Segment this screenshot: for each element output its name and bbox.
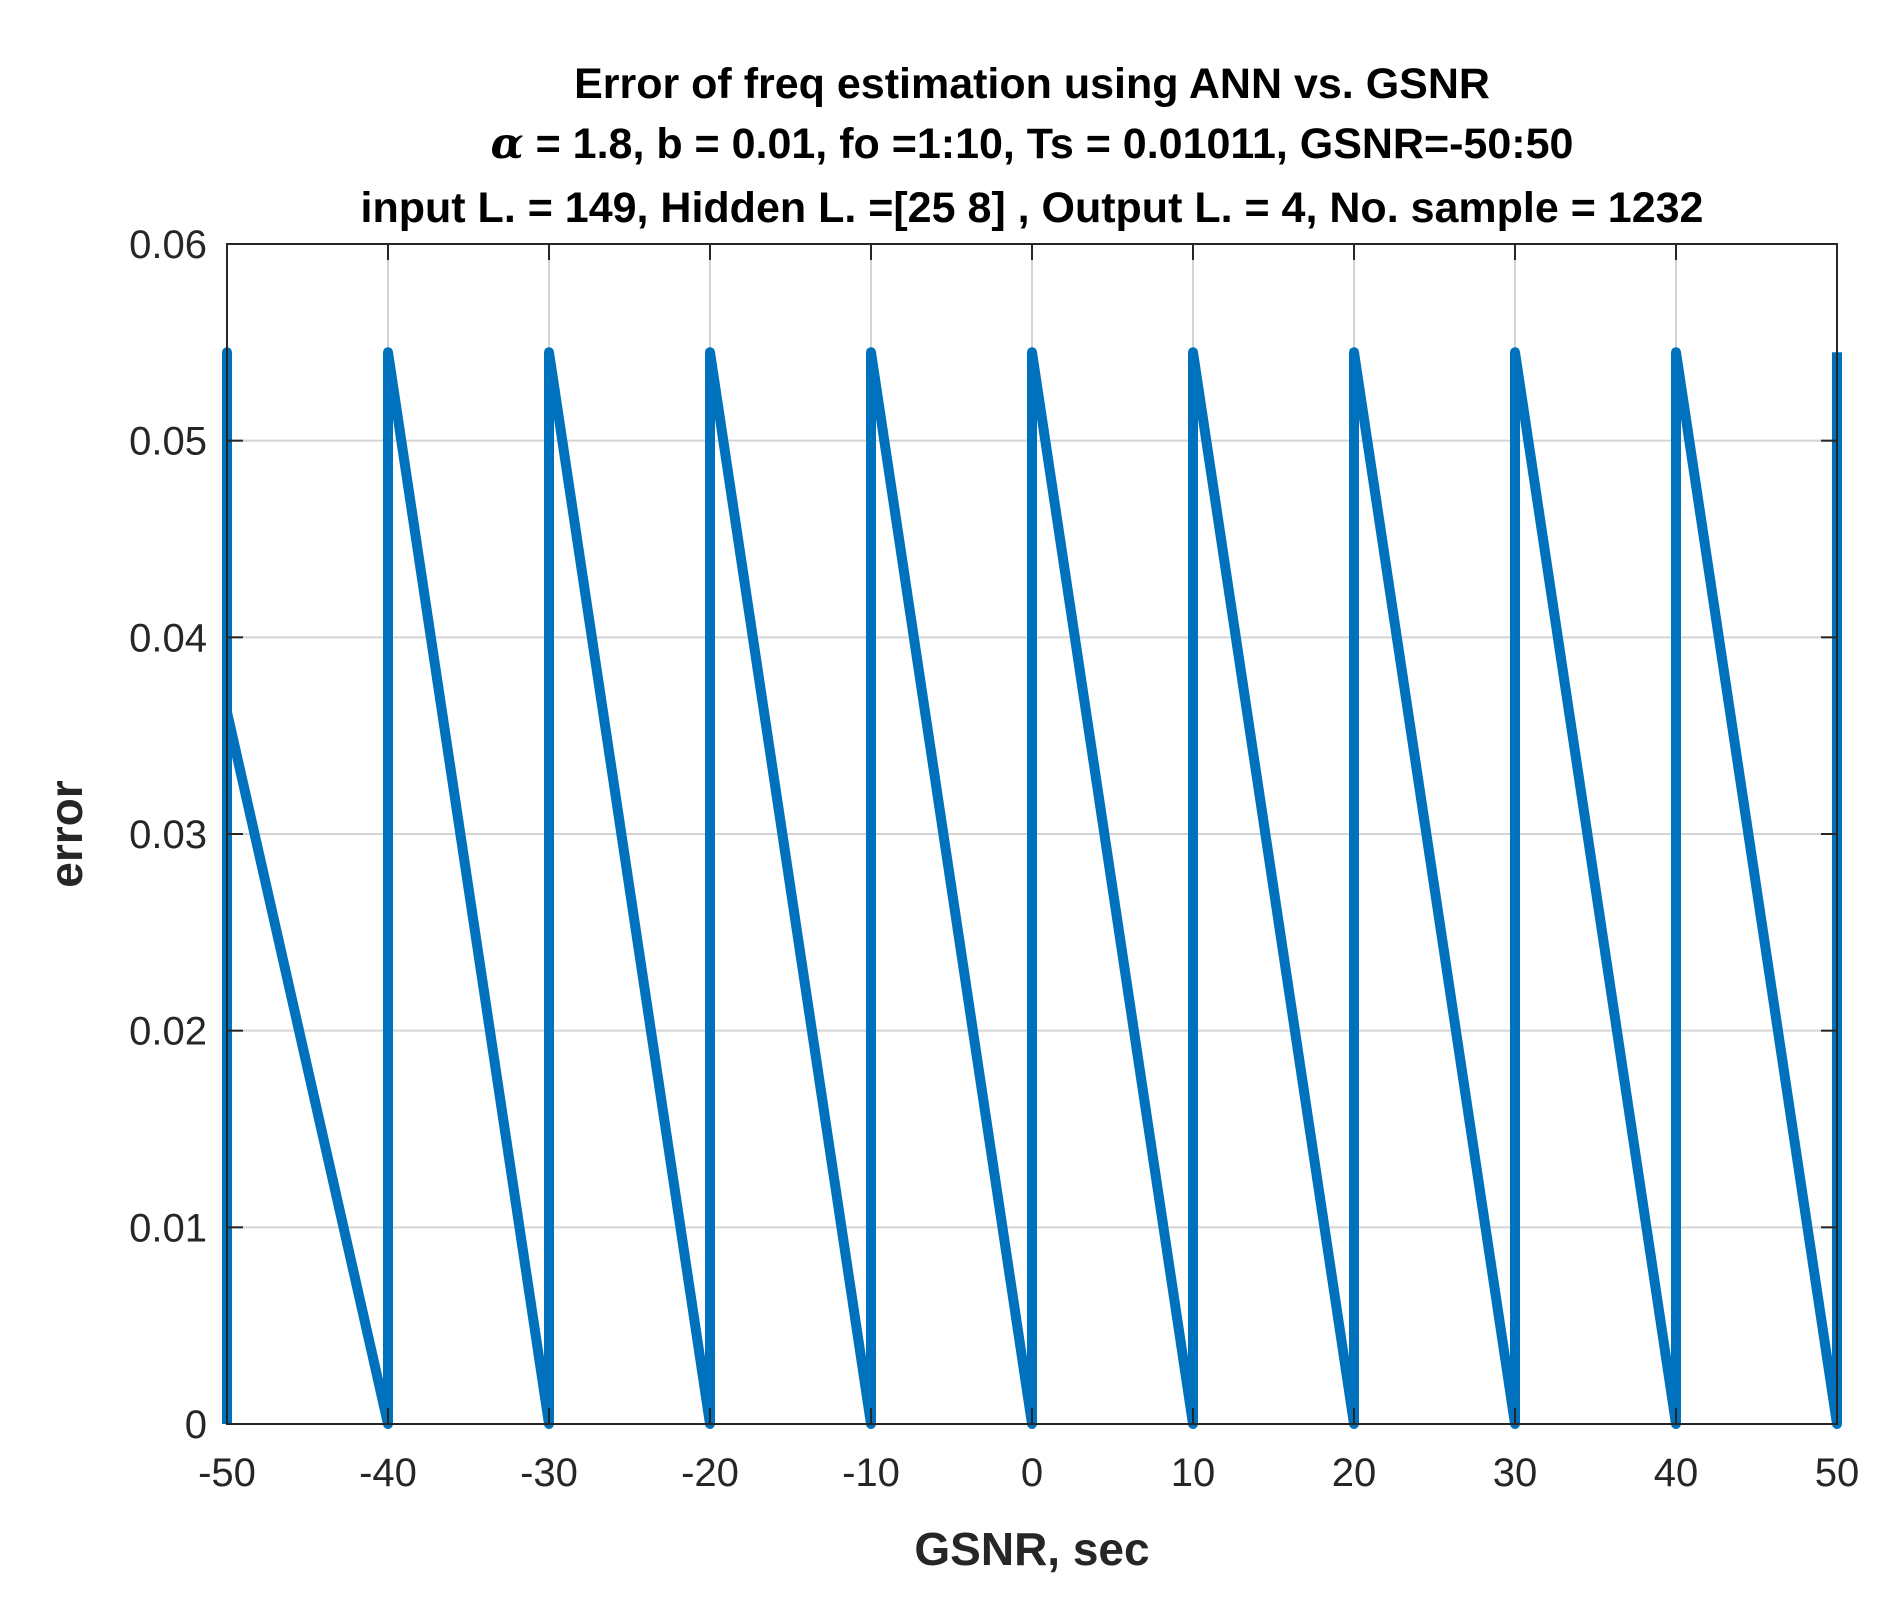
y-tick-label: 0.01 [129,1206,207,1250]
y-tick-label: 0.02 [129,1010,207,1054]
chart-title-line-2: α = 1.8, b = 0.01, fo =1:10, Ts = 0.0101… [491,119,1574,169]
chart-title-line-2-text: = 1.8, b = 0.01, fo =1:10, Ts = 0.01011,… [524,120,1574,168]
tick-labels: -50 -40 -30 -20 -10 0 10 20 30 40 50 0 0.01 0.02 0.03 0… [129,223,1859,1495]
x-tick-label: -20 [681,1451,739,1495]
x-tick-label: 40 [1654,1451,1699,1495]
y-tick-label: 0.06 [129,223,207,267]
chart-title-line-3: input L. = 149, Hidden L. =[25 8] , Outp… [361,184,1704,232]
x-tick-label: 50 [1815,1451,1860,1495]
y-tick-label: 0.05 [129,420,207,464]
x-tick-label: -40 [359,1451,417,1495]
x-tick-label: -30 [520,1451,578,1495]
alpha-symbol: α [491,119,524,169]
x-tick-label: 20 [1332,1451,1377,1495]
x-tick-label: 0 [1021,1451,1043,1495]
y-tick-label: 0.03 [129,813,207,857]
chart-title-line-1: Error of freq estimation using ANN vs. G… [574,60,1490,108]
y-axis-label: error [40,780,92,887]
x-axis-label: GSNR, sec [914,1523,1149,1575]
y-tick-label: 0 [185,1403,207,1447]
y-tick-label: 0.04 [129,616,207,660]
ticks [226,243,1838,1425]
x-tick-label: 10 [1171,1451,1216,1495]
x-tick-label: -10 [842,1451,900,1495]
x-tick-label: 30 [1493,1451,1538,1495]
x-tick-label: -50 [198,1451,256,1495]
